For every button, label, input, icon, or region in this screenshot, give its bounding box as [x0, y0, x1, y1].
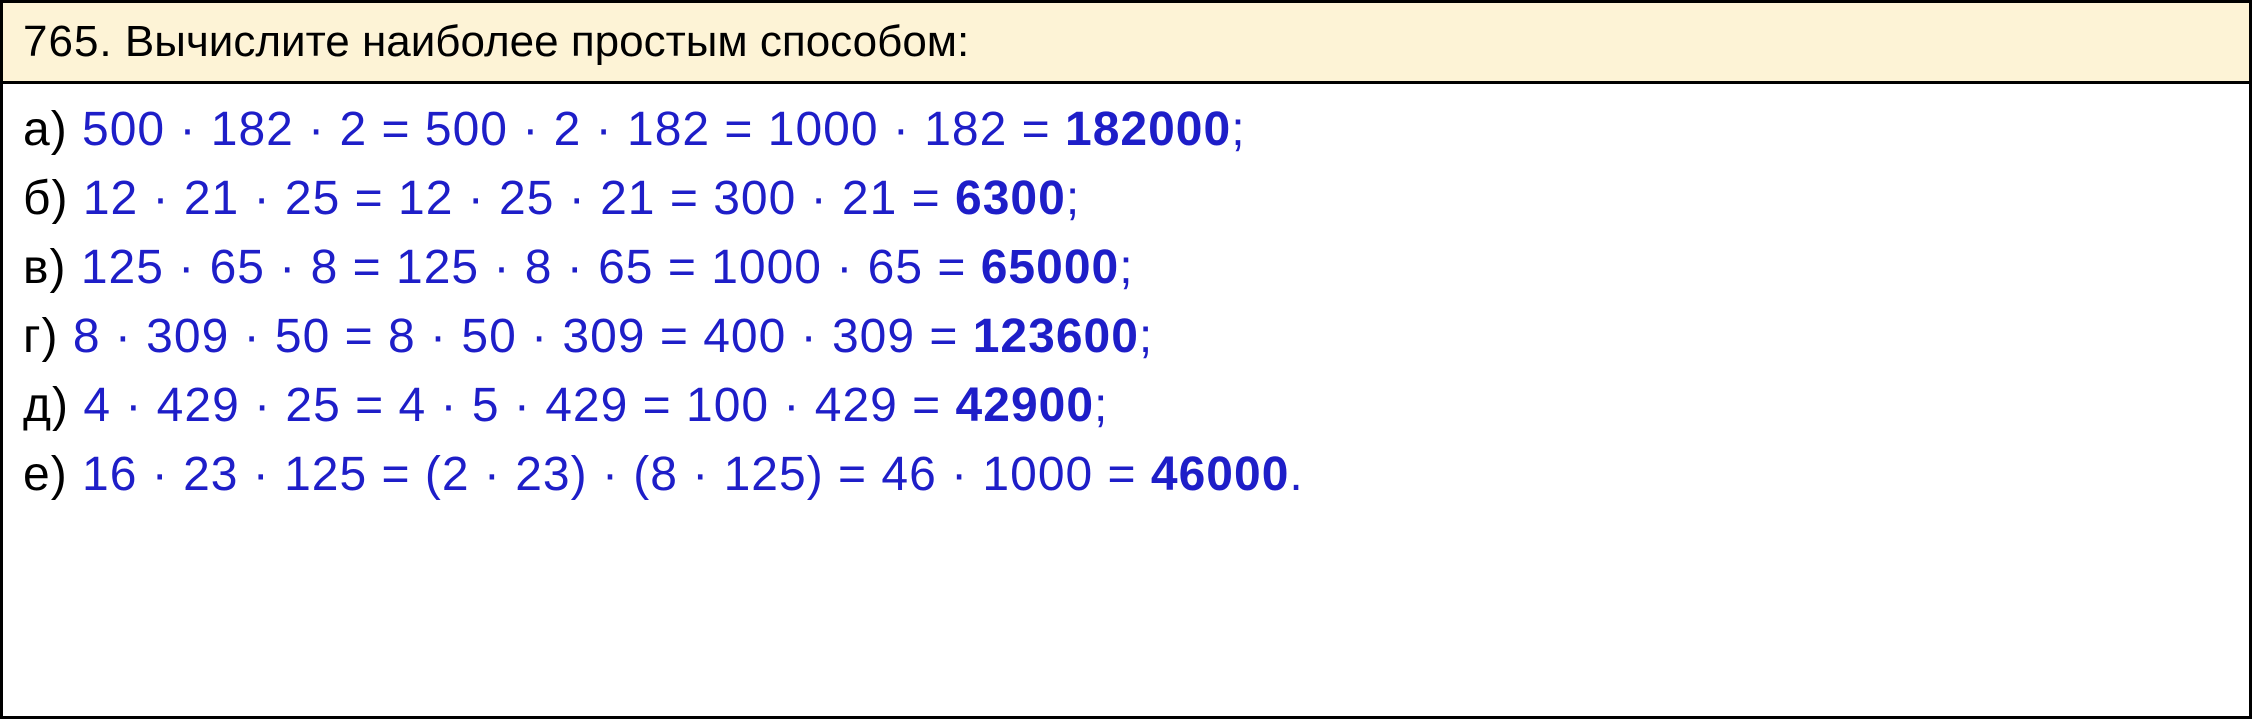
line-label: г) [23, 310, 73, 363]
line-result: 42900 [956, 379, 1094, 432]
line-expression: 12 · 21 · 25 = 12 · 25 · 21 = 300 · 21 = [83, 172, 955, 225]
line-result: 65000 [981, 241, 1119, 294]
line-result: 123600 [973, 310, 1139, 363]
line-c: в) 125 · 65 · 8 = 125 · 8 · 65 = 1000 · … [23, 240, 2229, 295]
line-terminator: . [1289, 448, 1303, 501]
problem-container: 765. Вычислите наиболее простым способом… [0, 0, 2252, 719]
line-expression: 4 · 429 · 25 = 4 · 5 · 429 = 100 · 429 = [83, 379, 955, 432]
line-e: д) 4 · 429 · 25 = 4 · 5 · 429 = 100 · 42… [23, 378, 2229, 433]
line-terminator: ; [1231, 103, 1245, 156]
line-result: 46000 [1151, 448, 1289, 501]
line-label: б) [23, 172, 83, 225]
line-result: 182000 [1065, 103, 1231, 156]
problem-number: 765. [23, 17, 113, 66]
line-label: а) [23, 103, 82, 156]
line-label: в) [23, 241, 81, 294]
line-expression: 16 · 23 · 125 = (2 · 23) · (8 · 125) = 4… [82, 448, 1151, 501]
problem-title: Вычислите наиболее простым способом: [125, 17, 969, 66]
line-d: г) 8 · 309 · 50 = 8 · 50 · 309 = 400 · 3… [23, 309, 2229, 364]
line-f: е) 16 · 23 · 125 = (2 · 23) · (8 · 125) … [23, 447, 2229, 502]
line-a: а) 500 · 182 · 2 = 500 · 2 · 182 = 1000 … [23, 102, 2229, 157]
line-terminator: ; [1066, 172, 1080, 225]
problem-content: а) 500 · 182 · 2 = 500 · 2 · 182 = 1000 … [3, 84, 2249, 534]
line-b: б) 12 · 21 · 25 = 12 · 25 · 21 = 300 · 2… [23, 171, 2229, 226]
line-terminator: ; [1094, 379, 1108, 432]
line-expression: 8 · 309 · 50 = 8 · 50 · 309 = 400 · 309 … [73, 310, 973, 363]
line-label: е) [23, 448, 82, 501]
line-terminator: ; [1139, 310, 1153, 363]
line-terminator: ; [1119, 241, 1133, 294]
line-expression: 500 · 182 · 2 = 500 · 2 · 182 = 1000 · 1… [82, 103, 1065, 156]
line-label: д) [23, 379, 83, 432]
problem-header: 765. Вычислите наиболее простым способом… [3, 3, 2249, 84]
line-expression: 125 · 65 · 8 = 125 · 8 · 65 = 1000 · 65 … [81, 241, 981, 294]
line-result: 6300 [955, 172, 1066, 225]
